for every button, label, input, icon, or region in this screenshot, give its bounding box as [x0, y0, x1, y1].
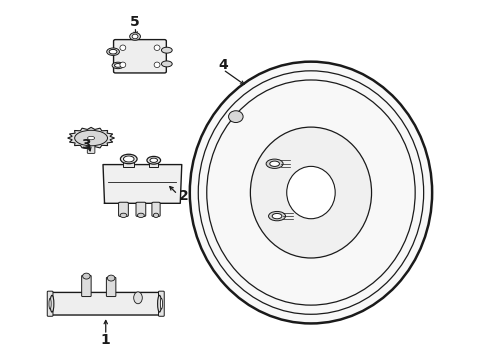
Ellipse shape: [121, 154, 137, 164]
Polygon shape: [68, 127, 115, 149]
Ellipse shape: [150, 158, 158, 162]
Ellipse shape: [272, 213, 282, 219]
Ellipse shape: [266, 159, 283, 168]
Ellipse shape: [88, 136, 95, 140]
Ellipse shape: [134, 292, 142, 304]
FancyBboxPatch shape: [119, 202, 128, 216]
Text: 2: 2: [179, 189, 189, 203]
Ellipse shape: [83, 273, 90, 279]
FancyBboxPatch shape: [87, 144, 95, 153]
Ellipse shape: [49, 298, 51, 309]
Polygon shape: [103, 165, 182, 203]
Ellipse shape: [269, 211, 286, 221]
Ellipse shape: [74, 130, 107, 146]
Ellipse shape: [115, 64, 122, 67]
Text: 5: 5: [130, 15, 140, 29]
FancyBboxPatch shape: [114, 40, 166, 73]
Ellipse shape: [123, 156, 134, 162]
FancyBboxPatch shape: [159, 291, 164, 316]
Ellipse shape: [153, 213, 159, 217]
Ellipse shape: [158, 295, 161, 312]
Ellipse shape: [130, 33, 141, 40]
Ellipse shape: [147, 156, 161, 164]
Ellipse shape: [112, 62, 124, 69]
Ellipse shape: [250, 127, 371, 258]
Ellipse shape: [50, 295, 54, 312]
Ellipse shape: [154, 45, 160, 50]
Ellipse shape: [270, 161, 279, 166]
Ellipse shape: [138, 213, 144, 217]
FancyBboxPatch shape: [82, 275, 91, 297]
FancyBboxPatch shape: [50, 292, 161, 315]
Ellipse shape: [132, 34, 138, 39]
Ellipse shape: [287, 166, 335, 219]
Ellipse shape: [120, 213, 127, 217]
Ellipse shape: [107, 275, 115, 281]
FancyBboxPatch shape: [149, 160, 158, 167]
FancyBboxPatch shape: [106, 277, 116, 297]
Ellipse shape: [120, 45, 126, 50]
Text: 1: 1: [101, 333, 111, 347]
Ellipse shape: [228, 111, 243, 122]
FancyBboxPatch shape: [152, 202, 160, 216]
Text: 3: 3: [81, 138, 91, 152]
Text: 4: 4: [218, 58, 228, 72]
Ellipse shape: [120, 62, 126, 68]
Ellipse shape: [160, 298, 163, 309]
Ellipse shape: [109, 49, 117, 54]
Ellipse shape: [190, 62, 432, 323]
FancyBboxPatch shape: [47, 291, 53, 316]
FancyBboxPatch shape: [123, 158, 134, 167]
Ellipse shape: [161, 61, 172, 67]
Ellipse shape: [107, 48, 120, 55]
FancyBboxPatch shape: [136, 202, 146, 216]
Ellipse shape: [154, 62, 160, 68]
Ellipse shape: [161, 47, 172, 53]
